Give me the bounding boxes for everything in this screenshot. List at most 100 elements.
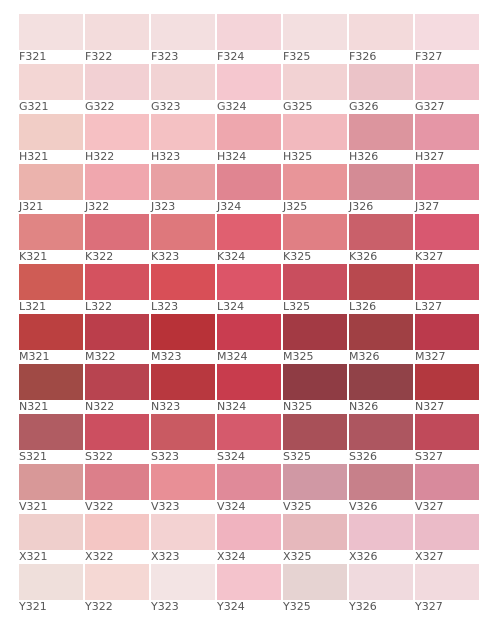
swatch-label: J322 [85, 200, 110, 213]
color-swatch [415, 64, 479, 100]
swatch-label: M325 [283, 350, 314, 363]
color-swatch [415, 164, 479, 200]
swatch-label: S322 [85, 450, 113, 463]
swatch-label: G321 [19, 100, 49, 113]
swatch-label: N325 [283, 400, 313, 413]
swatch-label: X325 [283, 550, 312, 563]
color-swatch [349, 364, 413, 400]
swatch-label: J325 [283, 200, 308, 213]
color-swatch [85, 464, 149, 500]
color-swatch [283, 464, 347, 500]
swatch-label: K321 [19, 250, 48, 263]
swatch-label: S321 [19, 450, 47, 463]
color-swatch [19, 364, 83, 400]
swatch-label: S326 [349, 450, 377, 463]
color-swatch [283, 114, 347, 150]
color-swatch [349, 264, 413, 300]
color-swatch [85, 564, 149, 600]
color-swatch [151, 364, 215, 400]
color-swatch [283, 264, 347, 300]
color-swatch [349, 464, 413, 500]
color-swatch [19, 64, 83, 100]
swatch-label: G327 [415, 100, 445, 113]
swatch-label: M327 [415, 350, 446, 363]
color-swatch [85, 314, 149, 350]
swatch-label: F326 [349, 50, 377, 63]
swatch-label: Y324 [217, 600, 245, 613]
color-swatch [19, 264, 83, 300]
swatch-label: L326 [349, 300, 377, 313]
swatch-label: V324 [217, 500, 246, 513]
swatch-label: G325 [283, 100, 313, 113]
swatch-label: K326 [349, 250, 378, 263]
swatch-label: L324 [217, 300, 245, 313]
swatch-label: K324 [217, 250, 246, 263]
color-swatch [349, 414, 413, 450]
swatch-label: L327 [415, 300, 443, 313]
color-swatch [283, 314, 347, 350]
swatch-label: Y322 [85, 600, 113, 613]
color-swatch [217, 464, 281, 500]
swatch-label: J324 [217, 200, 242, 213]
swatch-label: L323 [151, 300, 179, 313]
swatch-label: K325 [283, 250, 312, 263]
swatch-label: Y325 [283, 600, 311, 613]
color-swatch [151, 464, 215, 500]
color-swatch [415, 464, 479, 500]
swatch-label: F322 [85, 50, 113, 63]
color-swatch [415, 314, 479, 350]
swatch-label: N321 [19, 400, 49, 413]
swatch-label: H326 [349, 150, 379, 163]
color-swatch [349, 64, 413, 100]
color-swatch [19, 564, 83, 600]
swatch-label: H321 [19, 150, 49, 163]
swatch-label: Y323 [151, 600, 179, 613]
swatch-label: N324 [217, 400, 247, 413]
color-swatch [85, 14, 149, 50]
color-swatch [19, 464, 83, 500]
swatch-label: X327 [415, 550, 444, 563]
swatch-label: F321 [19, 50, 47, 63]
color-swatch [283, 214, 347, 250]
color-swatch [19, 214, 83, 250]
color-swatch [283, 364, 347, 400]
swatch-label: Y321 [19, 600, 47, 613]
swatch-label: M326 [349, 350, 380, 363]
color-swatch [217, 64, 281, 100]
color-swatch [19, 164, 83, 200]
color-swatch [19, 314, 83, 350]
swatch-label: X324 [217, 550, 246, 563]
swatch-label: N327 [415, 400, 445, 413]
swatch-label: F323 [151, 50, 179, 63]
swatch-label: G326 [349, 100, 379, 113]
swatch-label: V321 [19, 500, 48, 513]
color-swatch [151, 414, 215, 450]
swatch-label: L322 [85, 300, 113, 313]
color-swatch [151, 64, 215, 100]
color-swatch [415, 414, 479, 450]
swatch-label: N323 [151, 400, 181, 413]
color-swatch [415, 114, 479, 150]
swatch-label: S327 [415, 450, 443, 463]
swatch-label: J326 [349, 200, 374, 213]
swatch-label: V322 [85, 500, 114, 513]
color-swatch [217, 564, 281, 600]
color-swatch [19, 114, 83, 150]
color-swatch [217, 164, 281, 200]
swatch-label: H325 [283, 150, 313, 163]
color-swatch [217, 214, 281, 250]
swatch-label: J327 [415, 200, 440, 213]
color-swatch [151, 114, 215, 150]
swatch-label: Y327 [415, 600, 443, 613]
swatch-label: G323 [151, 100, 181, 113]
swatch-label: H327 [415, 150, 445, 163]
swatch-label: Y326 [349, 600, 377, 613]
color-swatch [349, 314, 413, 350]
swatch-label: V325 [283, 500, 312, 513]
swatch-label: X323 [151, 550, 180, 563]
swatch-label: X322 [85, 550, 114, 563]
swatch-label: S325 [283, 450, 311, 463]
swatch-label: X326 [349, 550, 378, 563]
color-swatch [151, 564, 215, 600]
color-swatch [217, 414, 281, 450]
